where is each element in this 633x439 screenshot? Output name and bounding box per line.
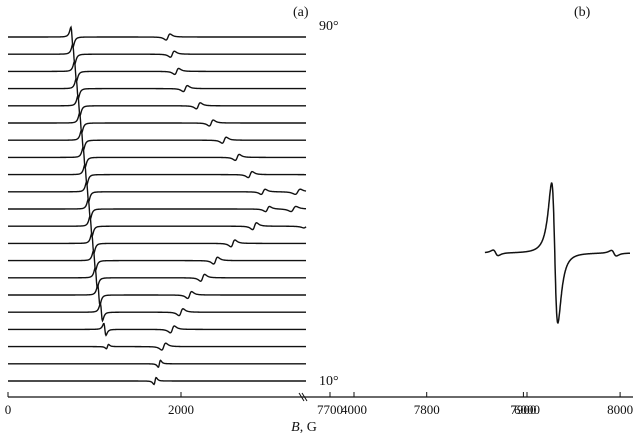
trace-50-deg xyxy=(8,198,307,221)
axis-break-mark xyxy=(298,392,308,402)
panel-a-ticks: 0 2000 4000 6000 xyxy=(5,392,540,417)
tick-label-b-7800: 7800 xyxy=(414,402,440,417)
trace-34-deg xyxy=(8,129,306,153)
trace-14-deg xyxy=(8,42,306,66)
spectrum-b-line xyxy=(484,182,631,324)
panel-b-label: (b) xyxy=(574,5,591,20)
trace-78-deg xyxy=(8,322,306,337)
angle-label-bottom: 10° xyxy=(319,374,339,389)
panel-b-trace xyxy=(484,182,631,324)
panel-a-label: (a) xyxy=(293,5,309,20)
trace-30-deg xyxy=(8,111,306,134)
tick-label-a-2000: 2000 xyxy=(168,402,194,417)
tick-label-a-0: 0 xyxy=(5,402,12,417)
trace-66-deg xyxy=(8,266,306,289)
tick-label-b-8000: 8000 xyxy=(607,402,633,417)
panel-a-traces xyxy=(8,25,307,386)
trace-10-deg xyxy=(8,25,306,49)
x-axis-title: B, G xyxy=(291,420,317,435)
tick-label-a-6000: 6000 xyxy=(514,402,540,417)
x-axis-unit: , G xyxy=(300,420,317,435)
trace-86-deg xyxy=(8,359,306,368)
angle-label-top: 90° xyxy=(319,19,339,34)
trace-18-deg xyxy=(8,60,306,84)
tick-label-b-7700: 7700 xyxy=(317,402,343,417)
panel-b-ticks: 77007800790080008100 xyxy=(317,392,633,417)
trace-90-deg xyxy=(8,376,306,386)
trace-82-deg xyxy=(8,342,306,351)
trace-70-deg xyxy=(8,284,306,307)
trace-62-deg xyxy=(8,249,306,273)
x-axis-variable: B xyxy=(291,420,300,435)
trace-58-deg xyxy=(8,232,307,255)
trace-42-deg xyxy=(8,164,306,187)
trace-74-deg xyxy=(8,302,306,323)
trace-46-deg xyxy=(8,179,307,203)
tick-label-a-4000: 4000 xyxy=(341,402,367,417)
trace-26-deg xyxy=(8,94,306,118)
trace-38-deg xyxy=(8,145,306,168)
trace-22-deg xyxy=(8,76,306,100)
tick-label-b-7900: 7900 xyxy=(510,402,536,417)
trace-54-deg xyxy=(8,214,307,238)
